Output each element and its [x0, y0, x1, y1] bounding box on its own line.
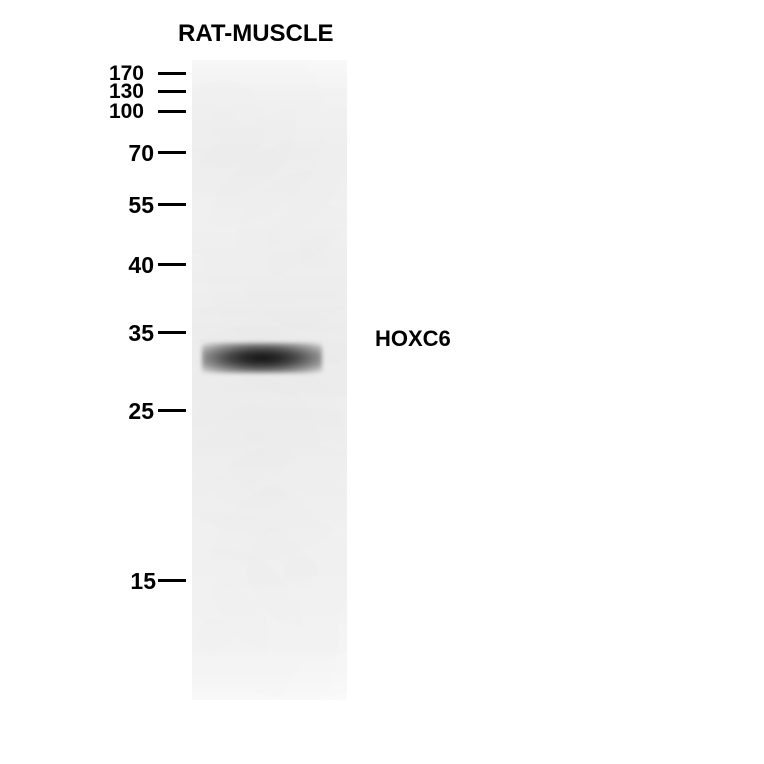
sample-label: RAT-MUSCLE — [178, 20, 334, 48]
mw-tick-70 — [158, 151, 186, 154]
mw-tick-25 — [158, 409, 186, 412]
mw-tick-100 — [158, 110, 186, 113]
mw-tick-130 — [158, 90, 186, 93]
mw-tick-170 — [158, 72, 186, 75]
mw-marker-15: 15 — [106, 568, 156, 595]
mw-marker-25: 25 — [104, 398, 154, 425]
mw-tick-55 — [158, 203, 186, 206]
mw-tick-35 — [158, 331, 186, 334]
protein-name-label: HOXC6 — [375, 326, 451, 352]
mw-tick-40 — [158, 263, 186, 266]
mw-marker-100: 100 — [94, 100, 144, 124]
mw-marker-35: 35 — [104, 320, 154, 347]
blot-lane — [192, 60, 347, 700]
mw-tick-15 — [158, 579, 186, 582]
mw-marker-40: 40 — [104, 252, 154, 279]
protein-band-hoxc6 — [202, 343, 322, 373]
mw-marker-70: 70 — [104, 140, 154, 167]
western-blot-figure: RAT-MUSCLE 170130100705540352515 HOXC6 — [0, 0, 764, 764]
mw-marker-55: 55 — [104, 192, 154, 219]
